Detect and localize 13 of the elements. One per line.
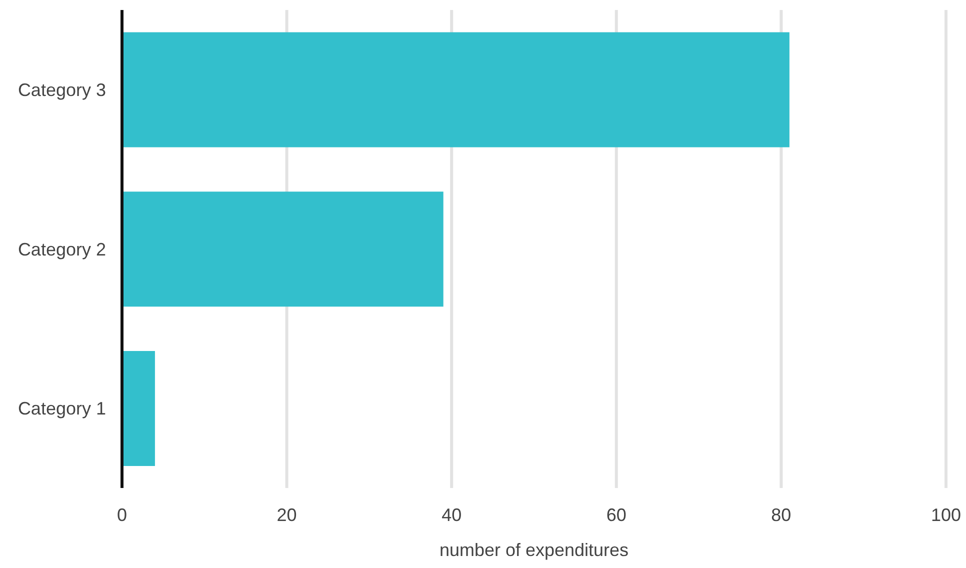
bar: [122, 350, 155, 466]
x-axis-title: number of expenditures: [439, 540, 629, 560]
y-tick-label: Category 2: [18, 239, 106, 260]
x-tick-label: 0: [116, 504, 128, 525]
bar: [122, 32, 790, 148]
x-tick-label: 80: [771, 504, 792, 525]
bar: [122, 192, 444, 307]
x-tick-label: 20: [276, 504, 297, 525]
y-tick-label: Category 3: [18, 80, 106, 100]
y-tick-label: Category 1: [18, 398, 106, 419]
x-tick-label: 100: [930, 504, 962, 525]
x-tick-label: 60: [606, 504, 626, 525]
x-tick-label: 40: [442, 504, 462, 525]
